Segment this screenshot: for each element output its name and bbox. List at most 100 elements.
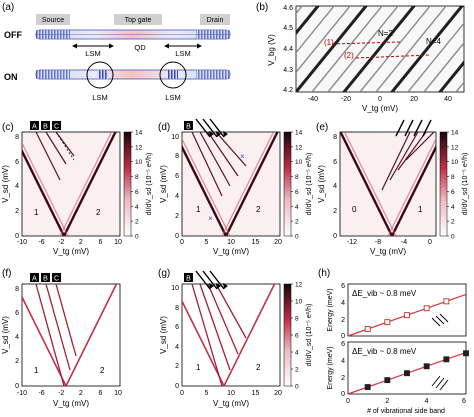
svg-text:-40: -40 — [308, 96, 318, 103]
svg-text:2: 2 — [96, 208, 101, 217]
colorbar-tick-label: 2 — [295, 219, 299, 226]
map-f-xticks: -10 -6 -2 2 6 10 — [17, 390, 122, 397]
colorbar-tick-label: 0 — [295, 384, 299, 391]
colorbar-c-label: dI/dV_sd (10⁻⁵ e²/h) — [146, 153, 153, 216]
svg-text:40: 40 — [444, 96, 452, 103]
svg-text:10: 10 — [227, 239, 235, 246]
svg-text:10: 10 — [171, 285, 179, 292]
map-f-yticks: 8 6 4 2 0 — [15, 286, 19, 390]
colorbar-tick-label: 6 — [451, 189, 455, 196]
diamond-edge — [65, 284, 118, 386]
colorbar-tick-label: 4 — [295, 204, 299, 211]
line-2-label: (2) — [344, 51, 354, 60]
svg-text:6: 6 — [341, 283, 345, 290]
colorbar-g — [283, 283, 292, 387]
h-bottom-xticks: 0 2 4 6 — [346, 398, 466, 405]
svg-text:0: 0 — [346, 398, 350, 405]
svg-text:V_tg (mV): V_tg (mV) — [213, 247, 249, 256]
svg-text:8: 8 — [15, 134, 19, 141]
svg-text:0: 0 — [180, 239, 184, 246]
svg-text:V_tg (mV): V_tg (mV) — [53, 399, 89, 408]
svg-text:-8: -8 — [375, 239, 381, 246]
map-e-features — [340, 132, 436, 236]
svg-text:V_tg (mV): V_tg (mV) — [213, 399, 249, 408]
svg-text:4.6: 4.6 — [283, 5, 293, 12]
panel-f: (f) A B C 1 2 8 6 4 2 0 -10 -6 -2 2 6 10… — [1, 268, 122, 408]
data-point — [384, 377, 391, 384]
panel-label-d: (d) — [158, 122, 170, 133]
colorbar-tick-label: 8 — [451, 174, 455, 181]
svg-text:4.3: 4.3 — [283, 67, 293, 74]
on-lsm-left-label: LSM — [92, 93, 107, 102]
svg-text:6: 6 — [175, 173, 179, 180]
colorbar-tick-label: 6 — [135, 189, 139, 196]
svg-text:A: A — [32, 276, 37, 283]
svg-text:0: 0 — [15, 233, 19, 240]
data-point — [404, 370, 410, 377]
colorbar-tick-label: 6 — [295, 189, 299, 196]
top-gate-electrode — [114, 14, 162, 25]
panel-label-b: (b) — [256, 2, 268, 13]
colorbar-tick-label: 14 — [295, 130, 303, 137]
b-stripe — [375, 6, 447, 92]
svg-text:4: 4 — [175, 193, 179, 200]
svg-text:2: 2 — [79, 390, 83, 397]
map-c-boxes: A B C — [30, 121, 61, 131]
svg-text:2: 2 — [15, 208, 19, 215]
map-e-arrows — [395, 119, 432, 137]
panel-b-ylabel: V_bg (V) — [267, 34, 276, 66]
panel-b-xticks: -40 -20 0 20 40 — [308, 96, 452, 103]
side-band-line — [199, 284, 231, 371]
svg-text:1: 1 — [196, 363, 201, 372]
svg-text:B: B — [186, 124, 191, 131]
diamond-edge-soft — [387, 137, 436, 236]
marker-x-1: × — [208, 214, 213, 223]
svg-text:V_sd (mV): V_sd (mV) — [1, 165, 10, 203]
svg-text:0: 0 — [175, 383, 179, 390]
svg-text:2: 2 — [256, 205, 261, 214]
svg-text:8: 8 — [15, 286, 19, 293]
diamond-edge — [182, 144, 228, 236]
colorbar-tick-label: 10 — [451, 159, 459, 166]
on-label: ON — [4, 72, 18, 82]
b-stripe — [438, 60, 464, 92]
map-f — [21, 283, 121, 387]
n2-label: N=2 — [378, 29, 393, 38]
panel-d: (d) B 1 2 × × 10 8 6 4 2 0 0 5 10 15 20 — [158, 118, 313, 256]
data-point — [364, 384, 371, 391]
diamond-edge-soft — [182, 137, 231, 236]
colorbar-e-ticks: 14 12 10 8 6 4 2 0 — [447, 130, 459, 241]
panel-e: (e) 0 1 8 6 4 2 0 -12 -8 -4 0 V_tg (mV) … — [316, 119, 469, 256]
on-lsm-right-label: LSM — [165, 93, 180, 102]
diamond-edge — [340, 132, 394, 236]
n4-label: N=4 — [426, 37, 441, 46]
panel-h: (h) ΔE_vib ~ 0.8 meV 6 4 2 0 Energy (meV… — [318, 268, 469, 415]
b-stripe — [342, 6, 416, 92]
b-stripe — [407, 22, 464, 92]
h-bottom-slash-icon — [431, 375, 449, 391]
side-band-line — [397, 132, 427, 171]
map-e-yticks: 8 6 4 2 0 — [333, 134, 337, 240]
svg-text:-2: -2 — [58, 239, 64, 246]
svg-text:V_tg (mV): V_tg (mV) — [370, 247, 406, 256]
on-lsm-left-circle — [86, 61, 114, 89]
b-stripe — [359, 6, 431, 92]
svg-text:10: 10 — [171, 134, 179, 141]
diamond-edge — [182, 299, 225, 386]
colorbar-tick-label: 10 — [295, 299, 303, 306]
source-electrode — [36, 14, 70, 25]
panel-label-g: (g) — [158, 268, 170, 279]
panel-label-f: (f) — [2, 268, 11, 279]
svg-text:20: 20 — [274, 239, 282, 246]
svg-text:2: 2 — [385, 398, 389, 405]
svg-text:6: 6 — [341, 341, 345, 348]
svg-text:4: 4 — [425, 398, 429, 405]
data-point — [443, 298, 450, 305]
svg-text:1: 1 — [34, 208, 39, 217]
svg-text:2: 2 — [100, 366, 105, 375]
h-top-slash-icon — [431, 313, 449, 327]
data-point — [463, 350, 469, 357]
svg-text:0: 0 — [180, 390, 184, 397]
side-band-line — [45, 284, 71, 371]
svg-text:8: 8 — [175, 305, 179, 312]
